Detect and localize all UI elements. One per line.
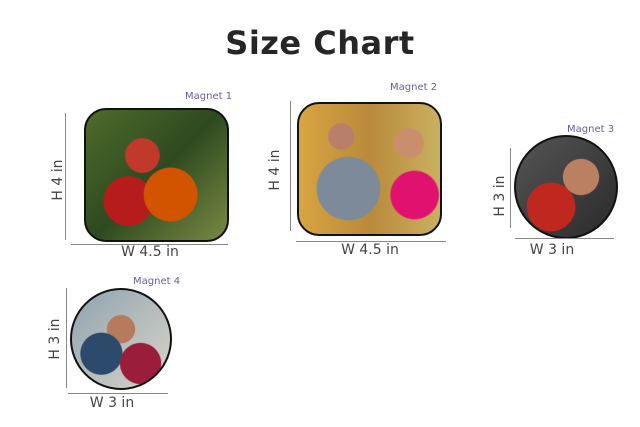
magnet-3-label: Magnet 3 bbox=[567, 124, 615, 135]
magnet-1-height-line bbox=[65, 113, 66, 240]
magnet-2-height: H 4 in bbox=[267, 149, 283, 191]
magnet-1-label: Magnet 1 bbox=[185, 91, 233, 102]
magnet-4-photo bbox=[70, 288, 172, 390]
magnet-1-width: W 4.5 in bbox=[121, 244, 179, 260]
magnet-3-width: W 3 in bbox=[529, 242, 575, 258]
page-title: Size Chart bbox=[225, 24, 415, 62]
magnet-3-photo bbox=[514, 135, 618, 239]
magnet-4-width: W 3 in bbox=[89, 395, 135, 411]
magnet-3-height-line bbox=[510, 148, 511, 228]
magnet-3-height: H 3 in bbox=[492, 175, 508, 217]
magnet-2-width: W 4.5 in bbox=[341, 242, 399, 258]
magnet-2-photo bbox=[297, 102, 442, 236]
magnet-2-height-line bbox=[290, 101, 291, 231]
magnet-2-width-line bbox=[296, 241, 446, 242]
magnet-1-photo bbox=[84, 108, 229, 242]
magnet-4-label: Magnet 4 bbox=[133, 276, 181, 287]
magnet-2-label: Magnet 2 bbox=[390, 82, 438, 93]
magnet-4-width-line bbox=[68, 393, 168, 394]
magnet-1-height: H 4 in bbox=[50, 159, 66, 201]
magnet-3-width-line bbox=[515, 238, 614, 239]
magnet-4-height: H 3 in bbox=[47, 318, 63, 360]
magnet-4-height-line bbox=[66, 288, 67, 388]
magnet-1-width-line bbox=[71, 244, 228, 245]
